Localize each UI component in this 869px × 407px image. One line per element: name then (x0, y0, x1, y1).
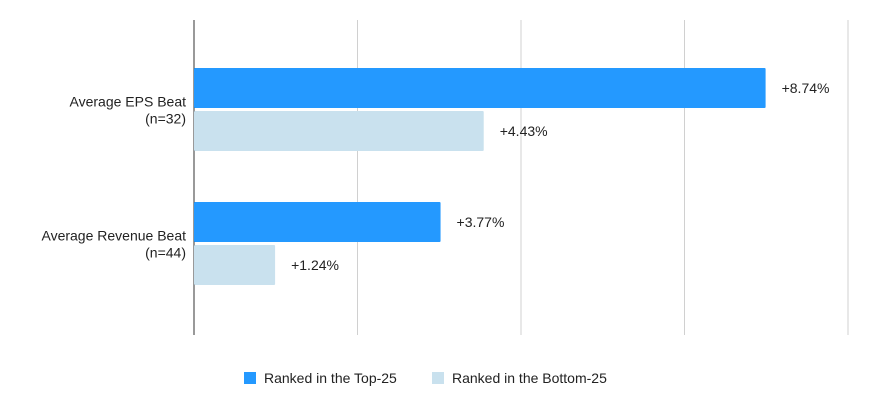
data-label: +4.43% (500, 123, 548, 139)
data-label: +3.77% (457, 214, 505, 230)
bar (194, 111, 484, 151)
legend-swatch (244, 372, 256, 384)
data-label: +1.24% (291, 257, 339, 273)
legend-label: Ranked in the Top-25 (264, 370, 397, 386)
category-label: Average Revenue Beat (n=44) (41, 228, 186, 261)
bar (194, 202, 441, 242)
category-label: Average EPS Beat (n=32) (70, 94, 187, 127)
legend-label: Ranked in the Bottom-25 (452, 370, 607, 386)
bar (194, 245, 276, 285)
data-label: +8.74% (782, 80, 830, 96)
legend-swatch (432, 372, 444, 384)
bar (194, 68, 766, 108)
